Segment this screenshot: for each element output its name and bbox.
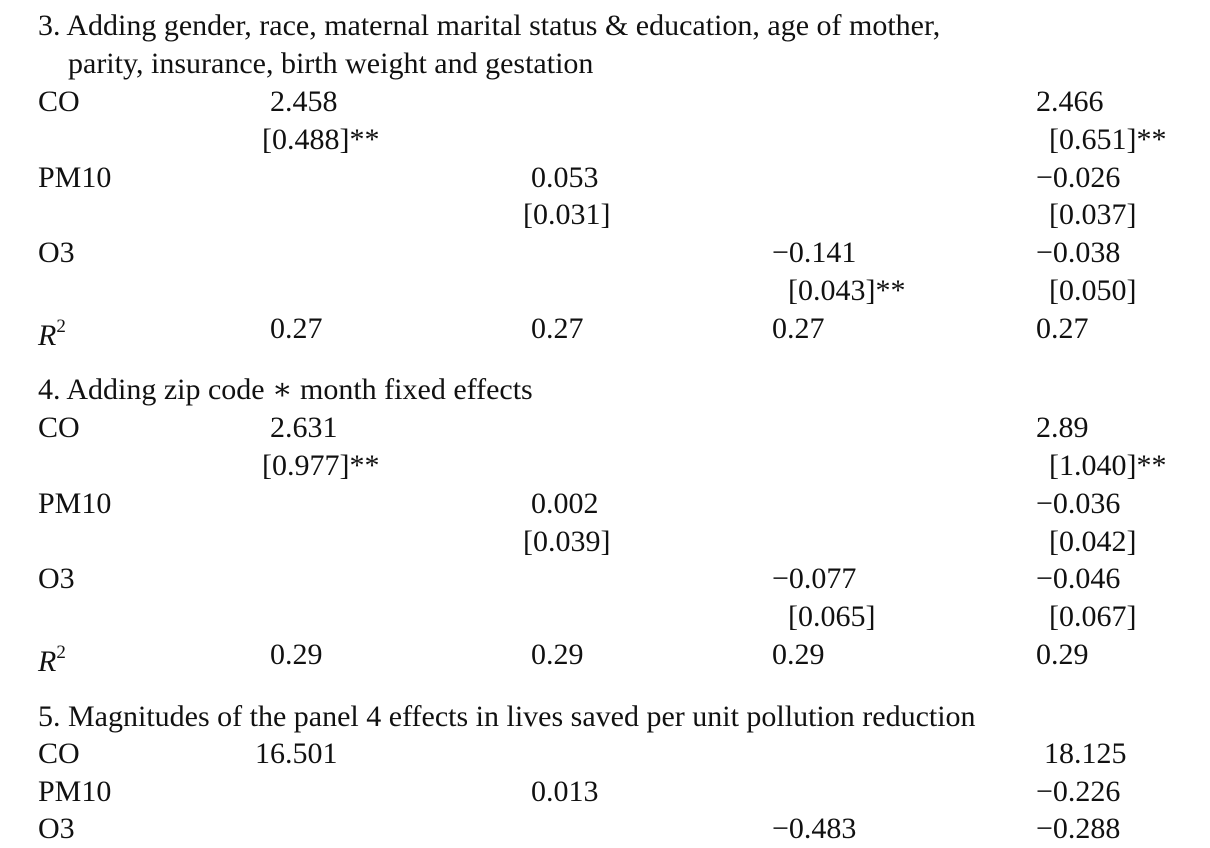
row-label-r-squared: R2 [38,316,66,352]
coef-o3-col4: −0.038 [1036,236,1121,269]
se-o3-col4: [0.050] [1049,274,1137,307]
coef-co-col1: 2.458 [270,85,338,118]
se-co-col4: [1.040]** [1049,449,1167,482]
r-squared-col4: 0.29 [1036,638,1089,671]
panel-4-heading: 4. Adding zip code ∗ month fixed effects [38,373,533,406]
row-label-o3: O3 [38,562,75,595]
se-pm10-col4: [0.042] [1049,525,1137,558]
r-squared-col3: 0.27 [772,312,825,345]
row-label-o3: O3 [38,236,75,269]
row-label-pm10: PM10 [38,775,112,808]
coef-pm10-col4: −0.036 [1036,487,1121,520]
se-o3-col3: [0.043]** [788,274,906,307]
se-pm10-col2: [0.031] [523,198,611,231]
row-label-pm10: PM10 [38,487,112,520]
coef-pm10-col2: 0.053 [531,161,599,194]
r-squared-col1: 0.29 [270,638,323,671]
row-label-co: CO [38,411,80,444]
magnitude-pm10-col2: 0.013 [531,775,599,808]
r-squared-col1: 0.27 [270,312,323,345]
row-label-co: CO [38,737,80,770]
r-squared-col3: 0.29 [772,638,825,671]
magnitude-o3-col3: −0.483 [772,812,857,845]
coef-co-col1: 2.631 [270,411,338,444]
row-label-o3: O3 [38,812,75,845]
magnitude-pm10-col4: −0.226 [1036,775,1121,808]
se-co-col1: [0.977]** [262,449,380,482]
se-pm10-col2: [0.039] [523,525,611,558]
row-label-co: CO [38,85,80,118]
panel-5-heading: 5. Magnitudes of the panel 4 effects in … [38,700,976,733]
coef-co-col4: 2.466 [1036,85,1104,118]
magnitude-o3-col4: −0.288 [1036,812,1121,845]
se-o3-col4: [0.067] [1049,600,1137,633]
magnitude-co-col1: 16.501 [255,737,338,770]
coef-o3-col3: −0.141 [772,236,857,269]
magnitude-co-col4: 18.125 [1044,737,1127,770]
panel-3-heading-cont: parity, insurance, birth weight and gest… [68,47,594,80]
row-label-pm10: PM10 [38,161,112,194]
panel-3-heading: 3. Adding gender, race, maternal marital… [38,9,941,42]
coef-pm10-col2: 0.002 [531,487,599,520]
se-o3-col3: [0.065] [788,600,876,633]
coef-pm10-col4: −0.026 [1036,161,1121,194]
row-label-r-squared: R2 [38,642,66,678]
se-co-col1: [0.488]** [262,123,380,156]
r-squared-col2: 0.27 [531,312,584,345]
se-co-col4: [0.651]** [1049,123,1167,156]
r-squared-col4: 0.27 [1036,312,1089,345]
r-squared-col2: 0.29 [531,638,584,671]
se-pm10-col4: [0.037] [1049,198,1137,231]
coef-co-col4: 2.89 [1036,411,1089,444]
coef-o3-col3: −0.077 [772,562,857,595]
coef-o3-col4: −0.046 [1036,562,1121,595]
